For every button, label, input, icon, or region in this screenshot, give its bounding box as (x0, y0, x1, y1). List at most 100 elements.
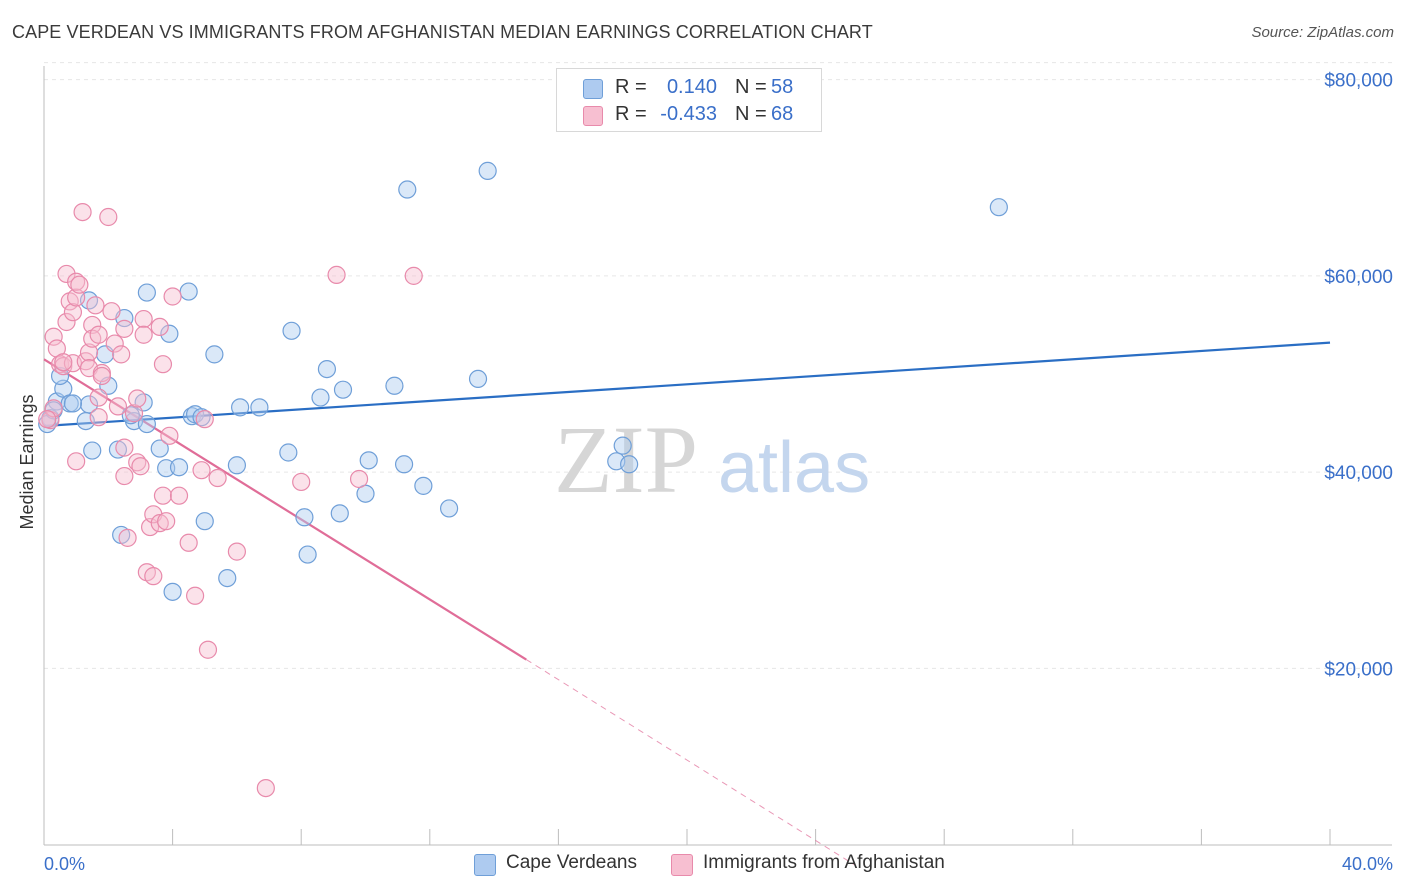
data-point (112, 345, 131, 364)
data-point (478, 161, 497, 180)
data-point (150, 317, 169, 336)
data-point (186, 586, 205, 605)
data-point (169, 486, 189, 505)
chart-title: CAPE VERDEAN VS IMMIGRANTS FROM AFGHANIS… (12, 22, 873, 42)
data-point (137, 283, 156, 302)
data-point (279, 443, 298, 462)
data-point (63, 394, 83, 413)
data-point (468, 369, 488, 389)
data-point (54, 353, 73, 372)
y-tick-label: $60,000 (1324, 267, 1393, 288)
source-label: Source: ZipAtlas.com (1251, 24, 1394, 41)
data-point (134, 325, 153, 344)
data-point (195, 410, 214, 429)
data-point (613, 436, 632, 455)
data-point (192, 461, 211, 480)
data-point (115, 438, 134, 457)
data-point (67, 452, 86, 471)
data-point (359, 451, 378, 470)
data-point (108, 397, 128, 416)
legend-n-value: 58 (771, 76, 794, 98)
data-point (124, 404, 144, 423)
data-point (115, 319, 134, 338)
watermark-zip: ZIP (554, 406, 698, 513)
data-point (118, 528, 137, 547)
y-tick-labels: $20,000 $40,000 $60,000 $80,000 (1324, 71, 1393, 681)
data-point (57, 312, 76, 332)
data-point (131, 457, 150, 476)
data-point (298, 545, 317, 564)
data-point (44, 399, 63, 418)
data-point (160, 324, 179, 343)
data-point (231, 398, 250, 417)
data-point (108, 440, 128, 459)
bottom-legend-swatch-blue (474, 854, 496, 876)
data-point (50, 355, 70, 374)
data-point (198, 640, 218, 659)
data-point (44, 327, 63, 346)
data-point (83, 441, 102, 460)
data-point (128, 389, 147, 408)
data-point (153, 355, 173, 374)
data-point (153, 486, 173, 505)
data-point (205, 345, 224, 364)
data-point (115, 466, 134, 486)
data-point (282, 321, 301, 340)
data-point (311, 388, 330, 407)
data-point (192, 408, 211, 427)
data-point (414, 476, 433, 495)
y-tick-label: $80,000 (1324, 71, 1393, 92)
data-point (137, 414, 156, 434)
data-point (295, 508, 314, 527)
y-tick-label: $20,000 (1324, 659, 1393, 680)
bottom-legend-swatch-pink (671, 854, 693, 876)
data-point (38, 410, 57, 429)
trend-line-extension (525, 659, 855, 866)
data-point (620, 455, 639, 474)
legend-n-label: N = (735, 76, 767, 98)
data-point (208, 468, 227, 488)
data-point (70, 275, 89, 294)
data-point (83, 315, 102, 335)
data-point (157, 459, 176, 478)
x-tick-label-min: 0.0% (44, 854, 85, 874)
data-point (157, 512, 176, 531)
data-point (327, 265, 346, 284)
axes (43, 66, 1392, 846)
correlation-legend: R = 0.140 N = 58 R = -0.433 N = 68 (556, 68, 822, 132)
data-point (89, 408, 108, 427)
legend-r-value: 0.140 (666, 76, 717, 98)
data-point (989, 198, 1008, 217)
data-point (330, 504, 349, 523)
data-point (349, 469, 369, 489)
data-point (163, 582, 182, 601)
data-point (317, 359, 337, 379)
bottom-legend-label: Immigrants from Afghanistan (703, 852, 945, 873)
data-point (92, 366, 111, 386)
data-point (227, 542, 246, 561)
watermark: ZIP atlas (554, 406, 870, 513)
data-point (227, 456, 246, 475)
data-point (73, 202, 92, 222)
data-point (105, 334, 124, 353)
legend-swatch-blue (583, 79, 603, 99)
data-point (179, 282, 198, 301)
data-point (160, 426, 179, 445)
data-point (150, 514, 169, 533)
data-point (333, 380, 353, 399)
grid-lines (44, 62, 1392, 669)
data-point (250, 398, 269, 417)
legend-swatch-pink (583, 106, 603, 126)
data-point (179, 533, 198, 552)
x-tick-label-max: 40.0% (1342, 854, 1393, 874)
bottom-legend-label: Cape Verdeans (506, 852, 637, 873)
legend-r-label: R = (615, 103, 647, 125)
data-points (38, 161, 1008, 798)
legend-row-cape-verdeans: R = 0.140 N = 58 (557, 75, 821, 101)
data-point (256, 778, 275, 798)
data-point (102, 302, 121, 321)
trend-line (43, 341, 1331, 428)
data-point (163, 287, 182, 306)
data-point (195, 512, 214, 531)
